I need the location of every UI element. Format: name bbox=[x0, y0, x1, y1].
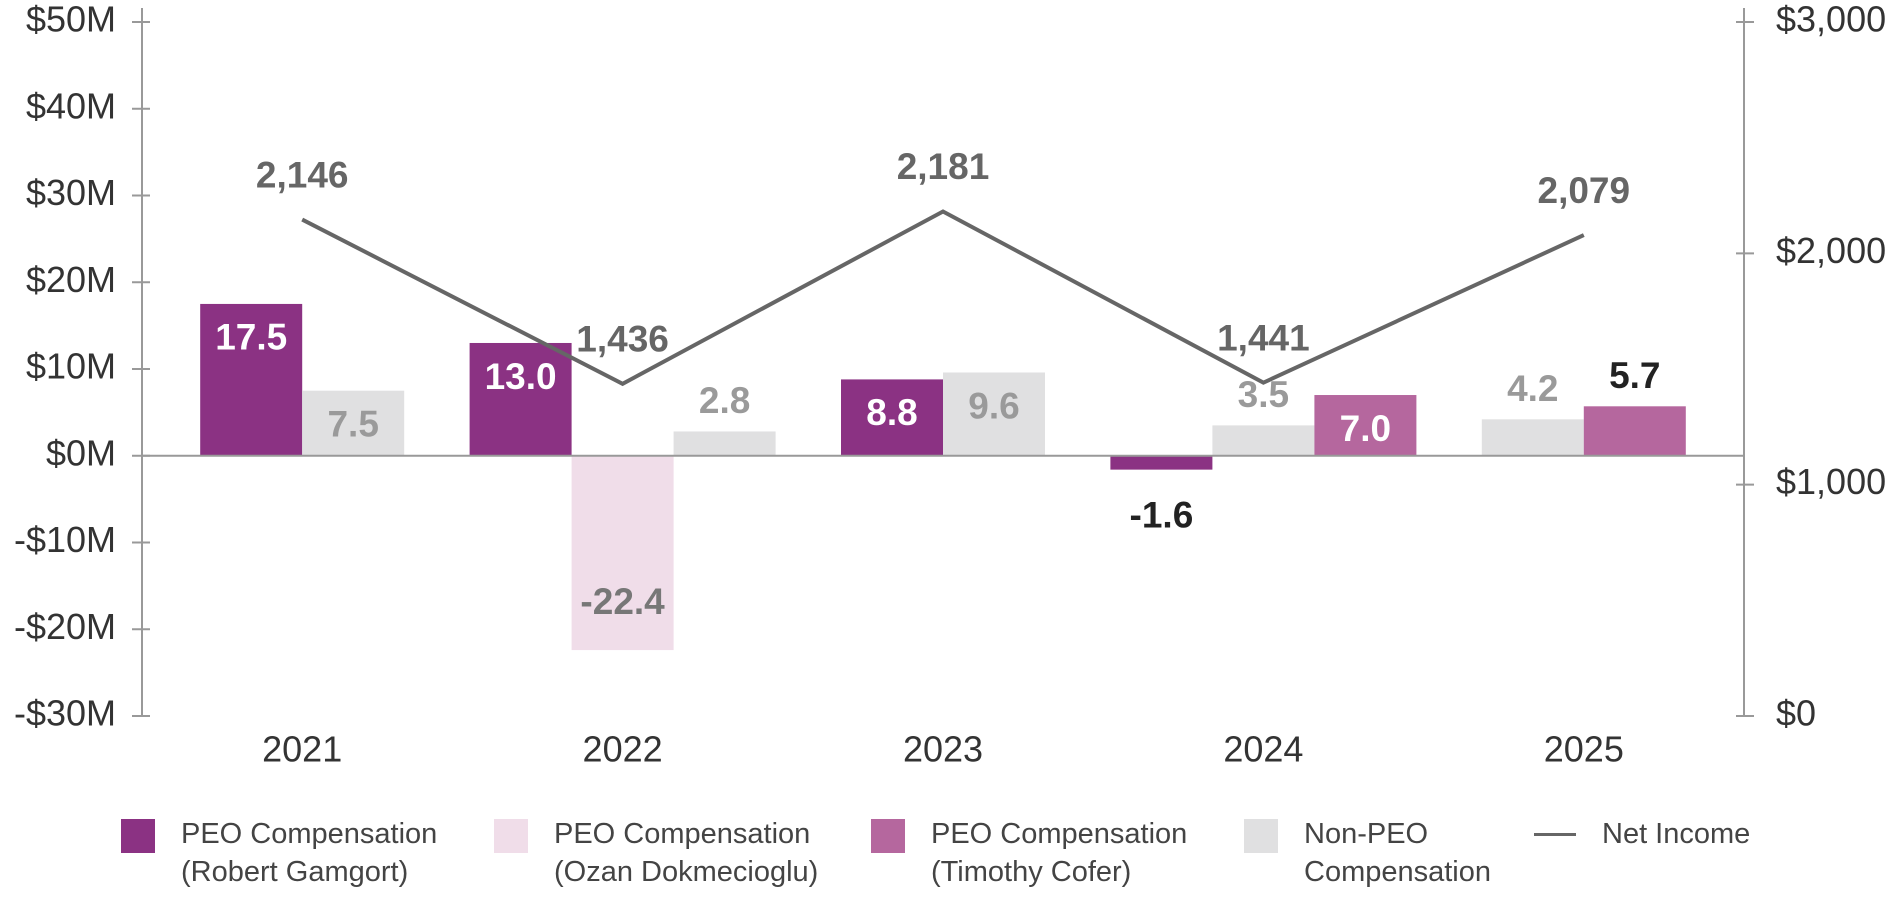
y-tick-label: -$20M bbox=[14, 606, 116, 647]
data-label: 13.0 bbox=[485, 356, 557, 397]
x-tick-label: 2022 bbox=[583, 729, 663, 770]
bar bbox=[841, 379, 943, 456]
bar bbox=[571, 455, 674, 651]
y-tick-label: $10M bbox=[26, 346, 116, 387]
legend-label: PEO Compensation (Ozan Dokmecioglu) bbox=[554, 818, 819, 888]
legend-item: PEO Compensation (Robert Gamgort) bbox=[121, 815, 481, 891]
data-label: -1.6 bbox=[1130, 494, 1194, 535]
data-label: 5.7 bbox=[1609, 355, 1660, 396]
y-tick-label: $50M bbox=[26, 0, 116, 40]
legend-label: Net Income bbox=[1602, 818, 1751, 850]
bar bbox=[673, 431, 776, 456]
legend-item: PEO Compensation (Timothy Cofer) bbox=[871, 815, 1261, 891]
data-label: 7.5 bbox=[327, 403, 378, 444]
data-label: 7.0 bbox=[1340, 408, 1391, 449]
bar bbox=[1212, 425, 1315, 456]
bar bbox=[1583, 406, 1686, 456]
y2-tick-label: $0 bbox=[1776, 693, 1816, 734]
data-label: 4.2 bbox=[1507, 368, 1558, 409]
data-label: 8.8 bbox=[866, 392, 917, 433]
bar bbox=[302, 390, 405, 456]
legend-label: Non-PEO Compensation bbox=[1304, 818, 1491, 888]
line-label: 2,079 bbox=[1538, 170, 1631, 211]
data-label: 17.5 bbox=[215, 317, 287, 358]
bars bbox=[200, 303, 1686, 651]
x-tick-label: 2021 bbox=[262, 729, 342, 770]
line-label: 1,436 bbox=[576, 319, 669, 360]
y-tick-label: $30M bbox=[26, 172, 116, 213]
legend-item: PEO Compensation (Ozan Dokmecioglu) bbox=[494, 815, 884, 891]
legend-swatch bbox=[1534, 833, 1576, 836]
legend-label: PEO Compensation (Timothy Cofer) bbox=[931, 818, 1188, 888]
legend-label: PEO Compensation (Robert Gamgort) bbox=[181, 818, 438, 888]
line-label: 2,181 bbox=[897, 146, 990, 187]
x-tick-label: 2024 bbox=[1223, 729, 1303, 770]
legend-swatch bbox=[494, 819, 528, 853]
bar bbox=[943, 372, 1045, 456]
y2-tick-label: $1,000 bbox=[1776, 461, 1886, 502]
bar bbox=[200, 303, 303, 456]
data-label: 9.6 bbox=[968, 385, 1019, 426]
line bbox=[301, 209, 1585, 387]
data-label: 2.8 bbox=[699, 380, 750, 421]
legend-item: Non-PEO Compensation bbox=[1244, 815, 1544, 891]
y-tick-label: $40M bbox=[26, 85, 116, 126]
y2-tick-label: $3,000 bbox=[1776, 0, 1886, 40]
legend-swatch bbox=[121, 819, 155, 853]
y-tick-label: $0M bbox=[46, 432, 116, 473]
y-tick-label: $20M bbox=[26, 259, 116, 300]
bar bbox=[469, 342, 572, 456]
legend-item: Net Income bbox=[1534, 815, 1862, 853]
legend-swatch bbox=[871, 819, 905, 853]
bar bbox=[1314, 395, 1417, 456]
y2-tick-label: $2,000 bbox=[1776, 230, 1886, 271]
bar bbox=[1481, 419, 1584, 456]
data-label: -22.4 bbox=[580, 581, 665, 622]
y-tick-label: -$10M bbox=[14, 519, 116, 560]
x-tick-label: 2023 bbox=[903, 729, 983, 770]
x-tick-label: 2025 bbox=[1544, 729, 1624, 770]
bar bbox=[1110, 455, 1213, 470]
data-label: 3.5 bbox=[1238, 374, 1289, 415]
line-label: 2,146 bbox=[256, 154, 349, 195]
legend-swatch bbox=[1244, 819, 1278, 853]
line-label: 1,441 bbox=[1217, 317, 1310, 358]
y-tick-label: -$30M bbox=[14, 693, 116, 734]
